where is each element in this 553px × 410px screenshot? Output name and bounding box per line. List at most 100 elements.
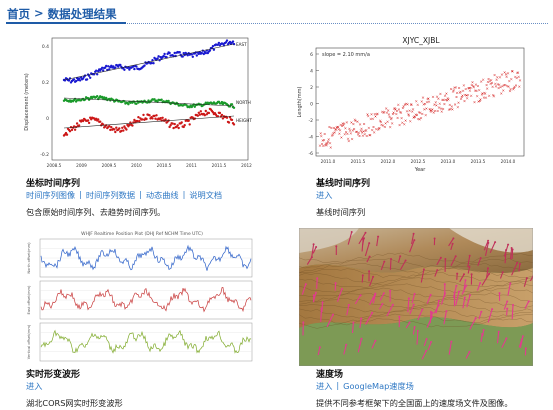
data-point (478, 99, 482, 103)
data-point (133, 67, 136, 71)
data-point (336, 125, 340, 129)
data-point (173, 51, 176, 55)
data-point (356, 120, 359, 123)
velocity-arrow (346, 304, 350, 316)
terrain-ridge (299, 277, 533, 288)
data-point (355, 130, 358, 134)
data-point (72, 78, 76, 81)
link-timeseries-image[interactable]: 时间序列图像 (26, 190, 76, 200)
ytick-label: 0 (46, 116, 49, 122)
velocity-arrow (359, 318, 362, 328)
velocity-arrow-head (481, 333, 484, 335)
velocity-arrow (518, 263, 521, 272)
data-point (498, 76, 502, 79)
velocity-arrow-head (314, 291, 317, 294)
velocity-arrow (426, 316, 433, 328)
data-point (163, 52, 166, 56)
velocity-arrow (380, 261, 385, 271)
link-waveform-enter[interactable]: 进入 (26, 381, 43, 391)
velocity-arrow-head (416, 329, 419, 332)
data-point (169, 124, 172, 127)
data-point (406, 103, 409, 106)
data-point (359, 129, 362, 132)
data-point (409, 120, 412, 123)
data-point (115, 126, 118, 129)
velocity-arrow (477, 257, 482, 266)
velocity-arrow-head (383, 260, 386, 263)
data-point (164, 118, 167, 121)
coordinate-timeseries-figure[interactable]: Displacement (meters) 0.4 0.2 0 -0.2 2008.5… (22, 32, 257, 174)
ytick-label: -2 (309, 118, 314, 124)
data-point (151, 117, 154, 120)
velocity-arrow (450, 243, 454, 251)
data-point (476, 84, 480, 88)
velocity-arrow (379, 293, 385, 301)
data-point (200, 51, 203, 55)
data-point (480, 93, 484, 96)
link-velocity-enter[interactable]: 进入 (316, 381, 333, 391)
data-point (323, 132, 326, 136)
ytick-label: 0 (310, 102, 313, 108)
data-point (73, 128, 77, 131)
data-point (95, 69, 98, 72)
data-point (496, 83, 500, 86)
data-point (386, 120, 389, 123)
velocity-arrow (462, 297, 466, 309)
data-point (451, 108, 454, 111)
data-point (477, 100, 480, 103)
data-point (504, 73, 508, 76)
link-dynamic-curve[interactable]: 动态曲线 (145, 190, 179, 200)
data-point (431, 108, 434, 111)
velocity-arrow (405, 322, 411, 329)
terrain-ridge (299, 282, 533, 294)
data-point (462, 84, 465, 87)
data-point (230, 118, 234, 122)
data-point (456, 106, 459, 109)
link-googlemap-velocity[interactable]: GoogleMap速度场 (343, 381, 414, 391)
velocity-arrow (400, 260, 407, 270)
link-baseline-enter[interactable]: 进入 (316, 190, 333, 200)
data-point (322, 138, 326, 142)
data-point (407, 113, 410, 116)
data-point (494, 85, 498, 88)
data-point (385, 111, 389, 114)
terrain-ridge (299, 262, 533, 274)
data-point (208, 49, 212, 52)
data-point (443, 94, 447, 97)
velocity-arrow (469, 317, 477, 330)
velocity-arrow-head (404, 259, 407, 262)
data-point (112, 65, 115, 68)
data-point (464, 87, 467, 91)
data-point (128, 68, 131, 71)
data-point (338, 129, 342, 132)
data-point (337, 128, 340, 131)
link-timeseries-data[interactable]: 时间序列数据 (85, 190, 136, 200)
data-point (360, 127, 363, 130)
velocity-arrow-head (505, 337, 508, 340)
data-point (401, 106, 405, 110)
velocity-arrow-head (352, 321, 355, 324)
data-point (221, 117, 225, 120)
velocity-arrow-head (399, 255, 402, 258)
velocity-arrow-head (498, 292, 501, 295)
realtime-waveform-figure[interactable]: WHJF Realtime Position Plot (DHJ Ref NCH… (22, 228, 257, 366)
data-point (490, 81, 494, 85)
breadcrumb-home-link[interactable]: 首页 (7, 7, 30, 21)
velocity-field-map[interactable] (299, 228, 533, 366)
baseline-timeseries-figure[interactable]: XJYC_XJBL slope = 2.10 mm/a Length(mm) Y… (296, 32, 531, 174)
link-documentation[interactable]: 说明文档 (189, 190, 223, 200)
data-point (372, 125, 375, 129)
velocity-arrow-head (377, 235, 380, 238)
data-point (450, 105, 453, 108)
data-point (167, 99, 170, 103)
velocity-arrow-head (454, 255, 457, 258)
data-point (441, 107, 445, 111)
velocity-arrow (409, 304, 415, 315)
velocity-arrow-head (479, 257, 482, 259)
velocity-arrow-head (468, 265, 471, 268)
data-point (510, 78, 513, 81)
data-point (486, 87, 489, 90)
baseline-figure-title: XJYC_XJBL (402, 36, 440, 45)
data-point (402, 105, 405, 108)
data-point (478, 89, 481, 92)
